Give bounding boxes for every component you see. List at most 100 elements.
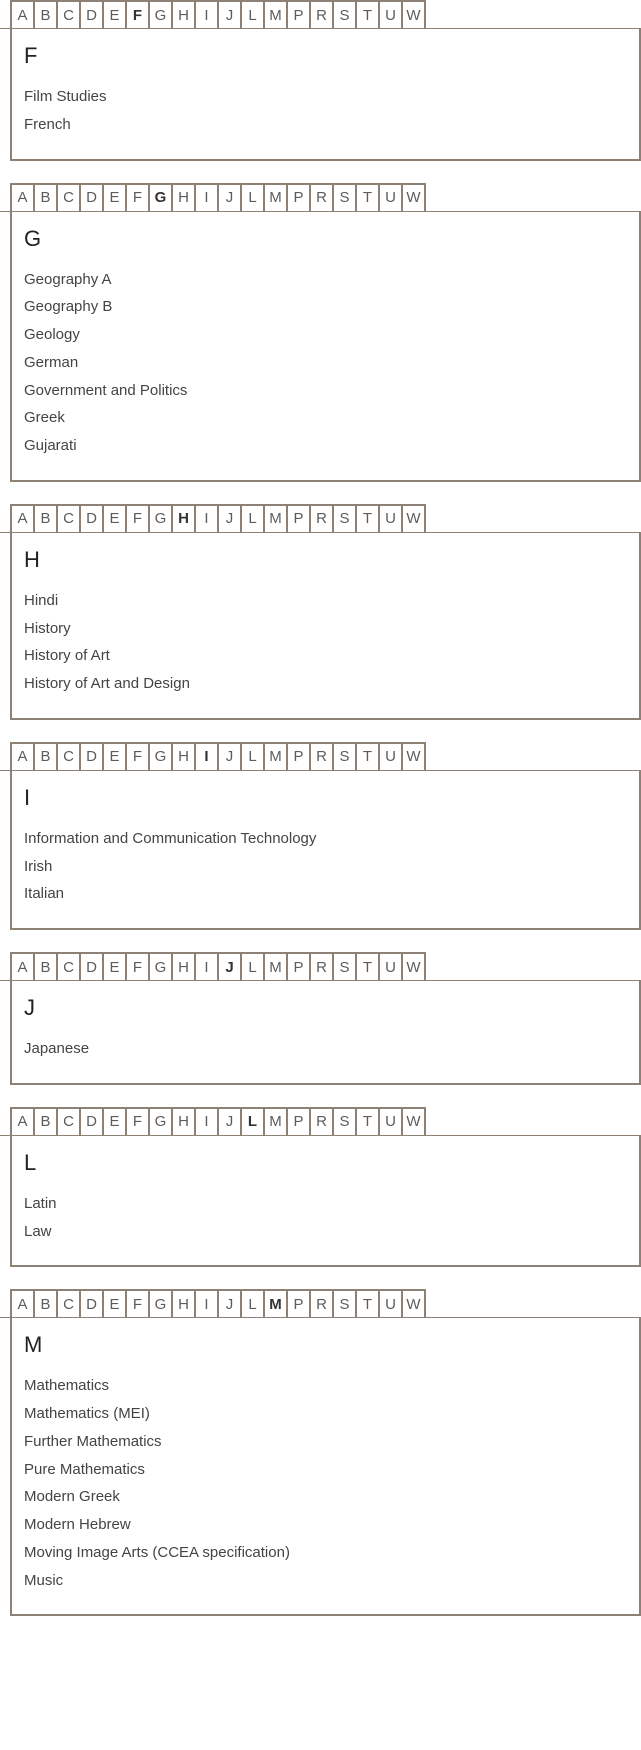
- alpha-nav-letter[interactable]: M: [263, 1289, 288, 1317]
- alpha-nav-letter[interactable]: U: [378, 1107, 403, 1135]
- alpha-nav-letter[interactable]: R: [309, 1107, 334, 1135]
- alpha-nav-letter[interactable]: U: [378, 1289, 403, 1317]
- alpha-nav-letter[interactable]: F: [125, 0, 150, 28]
- alpha-nav-letter[interactable]: J: [217, 1289, 242, 1317]
- alpha-nav-letter[interactable]: D: [79, 1289, 104, 1317]
- alpha-nav-letter[interactable]: B: [33, 504, 58, 532]
- alpha-nav-letter[interactable]: S: [332, 1107, 357, 1135]
- alpha-nav-letter[interactable]: G: [148, 183, 173, 211]
- alpha-nav-letter[interactable]: S: [332, 1289, 357, 1317]
- alpha-nav-letter[interactable]: M: [263, 1107, 288, 1135]
- alpha-nav-letter[interactable]: H: [171, 1289, 196, 1317]
- alpha-nav-letter[interactable]: U: [378, 183, 403, 211]
- alpha-nav-letter[interactable]: R: [309, 742, 334, 770]
- alpha-nav-letter[interactable]: C: [56, 0, 81, 28]
- alpha-nav-letter[interactable]: J: [217, 183, 242, 211]
- alpha-nav-letter[interactable]: L: [240, 1107, 265, 1135]
- alpha-nav-letter[interactable]: B: [33, 742, 58, 770]
- alpha-nav-letter[interactable]: U: [378, 742, 403, 770]
- subject-link[interactable]: Modern Greek: [24, 1483, 627, 1511]
- alpha-nav-letter[interactable]: A: [10, 1289, 35, 1317]
- alpha-nav-letter[interactable]: G: [148, 1107, 173, 1135]
- alpha-nav-letter[interactable]: R: [309, 1289, 334, 1317]
- alpha-nav-letter[interactable]: F: [125, 183, 150, 211]
- alpha-nav-letter[interactable]: D: [79, 1107, 104, 1135]
- alpha-nav-letter[interactable]: C: [56, 1289, 81, 1317]
- alpha-nav-letter[interactable]: G: [148, 504, 173, 532]
- alpha-nav-letter[interactable]: S: [332, 952, 357, 980]
- alpha-nav-letter[interactable]: I: [194, 504, 219, 532]
- alpha-nav-letter[interactable]: S: [332, 0, 357, 28]
- subject-link[interactable]: Latin: [24, 1190, 627, 1218]
- alpha-nav-letter[interactable]: G: [148, 742, 173, 770]
- alpha-nav-letter[interactable]: L: [240, 952, 265, 980]
- alpha-nav-letter[interactable]: A: [10, 0, 35, 28]
- alpha-nav-letter[interactable]: L: [240, 1289, 265, 1317]
- alpha-nav-letter[interactable]: L: [240, 504, 265, 532]
- alpha-nav-letter[interactable]: W: [401, 0, 426, 28]
- alpha-nav-letter[interactable]: D: [79, 0, 104, 28]
- alpha-nav-letter[interactable]: M: [263, 0, 288, 28]
- alpha-nav-letter[interactable]: A: [10, 1107, 35, 1135]
- alpha-nav-letter[interactable]: R: [309, 0, 334, 28]
- alpha-nav-letter[interactable]: B: [33, 1289, 58, 1317]
- alpha-nav-letter[interactable]: U: [378, 504, 403, 532]
- subject-link[interactable]: Further Mathematics: [24, 1428, 627, 1456]
- alpha-nav-letter[interactable]: W: [401, 1289, 426, 1317]
- alpha-nav-letter[interactable]: E: [102, 952, 127, 980]
- alpha-nav-letter[interactable]: L: [240, 742, 265, 770]
- alpha-nav-letter[interactable]: W: [401, 504, 426, 532]
- alpha-nav-letter[interactable]: I: [194, 0, 219, 28]
- alpha-nav-letter[interactable]: D: [79, 183, 104, 211]
- subject-link[interactable]: Music: [24, 1567, 627, 1595]
- alpha-nav-letter[interactable]: I: [194, 952, 219, 980]
- alpha-nav-letter[interactable]: J: [217, 0, 242, 28]
- alpha-nav-letter[interactable]: A: [10, 952, 35, 980]
- alpha-nav-letter[interactable]: S: [332, 183, 357, 211]
- alpha-nav-letter[interactable]: E: [102, 0, 127, 28]
- subject-link[interactable]: Moving Image Arts (CCEA specification): [24, 1539, 627, 1567]
- alpha-nav-letter[interactable]: P: [286, 952, 311, 980]
- alpha-nav-letter[interactable]: P: [286, 183, 311, 211]
- alpha-nav-letter[interactable]: M: [263, 504, 288, 532]
- alpha-nav-letter[interactable]: P: [286, 1107, 311, 1135]
- alpha-nav-letter[interactable]: C: [56, 742, 81, 770]
- subject-link[interactable]: Hindi: [24, 587, 627, 615]
- alpha-nav-letter[interactable]: F: [125, 952, 150, 980]
- alpha-nav-letter[interactable]: H: [171, 742, 196, 770]
- alpha-nav-letter[interactable]: G: [148, 952, 173, 980]
- subject-link[interactable]: History of Art and Design: [24, 670, 627, 698]
- subject-link[interactable]: Mathematics (MEI): [24, 1400, 627, 1428]
- alpha-nav-letter[interactable]: E: [102, 1289, 127, 1317]
- alpha-nav-letter[interactable]: U: [378, 0, 403, 28]
- alpha-nav-letter[interactable]: A: [10, 183, 35, 211]
- subject-link[interactable]: Modern Hebrew: [24, 1511, 627, 1539]
- alpha-nav-letter[interactable]: C: [56, 1107, 81, 1135]
- subject-link[interactable]: Geology: [24, 321, 627, 349]
- alpha-nav-letter[interactable]: R: [309, 952, 334, 980]
- subject-link[interactable]: Mathematics: [24, 1372, 627, 1400]
- alpha-nav-letter[interactable]: T: [355, 952, 380, 980]
- alpha-nav-letter[interactable]: H: [171, 504, 196, 532]
- alpha-nav-letter[interactable]: I: [194, 1107, 219, 1135]
- alpha-nav-letter[interactable]: H: [171, 1107, 196, 1135]
- alpha-nav-letter[interactable]: P: [286, 1289, 311, 1317]
- alpha-nav-letter[interactable]: L: [240, 183, 265, 211]
- subject-link[interactable]: Film Studies: [24, 83, 627, 111]
- subject-link[interactable]: Greek: [24, 404, 627, 432]
- alpha-nav-letter[interactable]: G: [148, 1289, 173, 1317]
- subject-link[interactable]: Irish: [24, 853, 627, 881]
- alpha-nav-letter[interactable]: F: [125, 742, 150, 770]
- alpha-nav-letter[interactable]: F: [125, 1289, 150, 1317]
- alpha-nav-letter[interactable]: B: [33, 183, 58, 211]
- alpha-nav-letter[interactable]: E: [102, 183, 127, 211]
- alpha-nav-letter[interactable]: M: [263, 952, 288, 980]
- alpha-nav-letter[interactable]: W: [401, 742, 426, 770]
- alpha-nav-letter[interactable]: E: [102, 1107, 127, 1135]
- alpha-nav-letter[interactable]: P: [286, 504, 311, 532]
- subject-link[interactable]: Pure Mathematics: [24, 1456, 627, 1484]
- alpha-nav-letter[interactable]: D: [79, 742, 104, 770]
- alpha-nav-letter[interactable]: I: [194, 1289, 219, 1317]
- alpha-nav-letter[interactable]: W: [401, 183, 426, 211]
- alpha-nav-letter[interactable]: R: [309, 183, 334, 211]
